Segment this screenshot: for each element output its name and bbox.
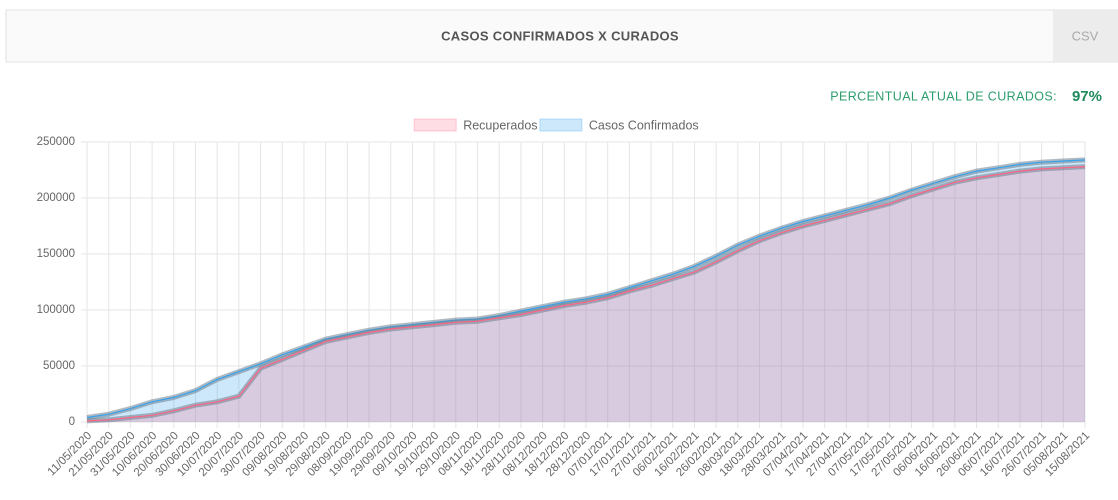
- summary-label: PERCENTUAL ATUAL DE CURADOS:: [830, 89, 1057, 103]
- summary-value: 97%: [1072, 88, 1102, 105]
- line-core: [86, 159, 1086, 419]
- legend-swatch: [413, 118, 457, 132]
- card-title: CASOS CONFIRMADOS X CURADOS: [441, 28, 679, 43]
- y-tick-label: 200000: [37, 192, 75, 204]
- y-tick-label: 0: [69, 416, 75, 428]
- y-tick-label: 250000: [37, 136, 75, 148]
- line-core: [86, 166, 1086, 422]
- area: [87, 166, 1085, 422]
- y-tick-label: 50000: [43, 360, 75, 372]
- legend-label: Recuperados: [463, 118, 537, 132]
- legend-swatch: [539, 118, 583, 132]
- csv-label[interactable]: CSV: [1072, 28, 1099, 43]
- csv-button[interactable]: [1053, 10, 1118, 62]
- y-tick-label: 150000: [37, 248, 75, 260]
- area: [87, 159, 1085, 422]
- card-header: [5, 9, 1118, 63]
- legend-label: Casos Confirmados: [589, 118, 699, 132]
- legend: Recuperados Casos Confirmados: [413, 118, 699, 132]
- y-tick-label: 100000: [37, 304, 75, 316]
